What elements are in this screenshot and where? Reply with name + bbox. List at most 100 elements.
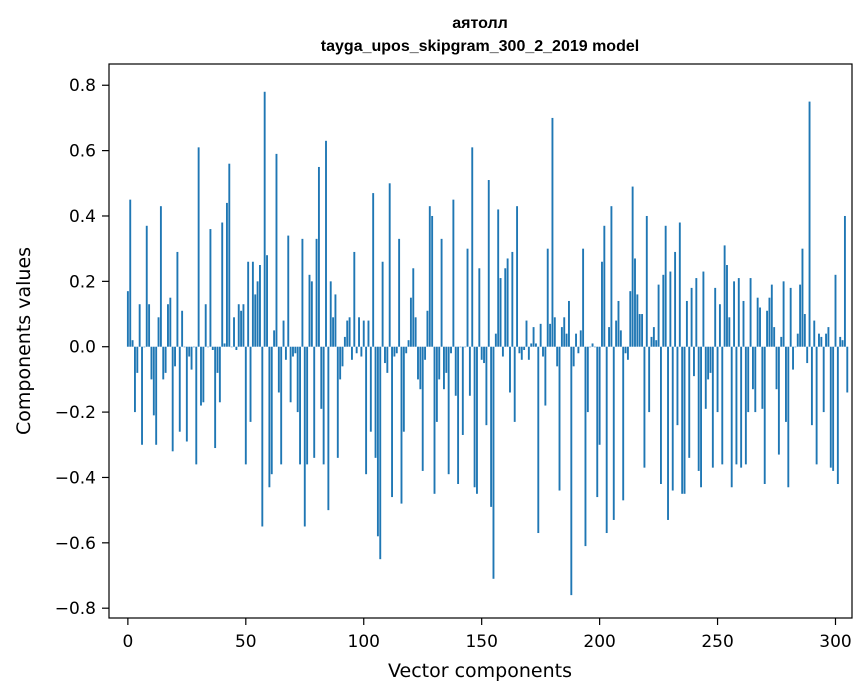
bar-209: [619, 330, 622, 347]
bar-247: [709, 346, 712, 373]
bar-185: [563, 317, 566, 347]
bar-243: [700, 346, 702, 488]
bar-228: [664, 225, 667, 347]
bar-294: [820, 336, 823, 347]
bar-127: [426, 310, 429, 347]
bar-222: [650, 336, 653, 347]
bar-172: [532, 327, 535, 347]
bar-292: [815, 346, 818, 465]
bar-263: [747, 346, 750, 413]
bar-200: [598, 346, 601, 445]
bar-13: [157, 317, 160, 347]
bar-38: [216, 346, 219, 373]
bar-28: [192, 346, 195, 348]
bar-8: [145, 225, 148, 347]
bar-0: [126, 291, 129, 347]
bar-139: [454, 346, 457, 396]
bar-215: [634, 258, 636, 347]
bar-211: [624, 346, 627, 354]
bar-20: [174, 346, 176, 367]
bar-212: [626, 346, 629, 360]
bar-191: [577, 346, 580, 354]
bar-17: [167, 304, 169, 347]
bar-115: [398, 238, 401, 347]
bar-293: [818, 333, 820, 347]
bar-5: [138, 304, 141, 347]
bar-229: [667, 346, 669, 520]
bar-105: [374, 346, 377, 458]
bar-79: [313, 346, 316, 458]
bar-177: [544, 346, 547, 406]
bar-19: [171, 346, 174, 452]
bar-242: [697, 346, 700, 471]
chart-title-line1: аятолл: [452, 15, 508, 32]
bar-3: [134, 346, 136, 413]
bar-102: [367, 320, 370, 347]
bar-273: [770, 284, 773, 347]
bar-183: [558, 346, 561, 491]
bar-160: [504, 268, 507, 347]
bar-9: [148, 304, 151, 347]
bar-96: [353, 251, 356, 347]
bar-63: [275, 153, 278, 347]
bar-299: [832, 346, 835, 471]
bar-145: [468, 346, 471, 396]
bar-233: [676, 346, 679, 426]
y-tick-label: −0.8: [55, 599, 96, 619]
y-tick-label: −0.4: [55, 468, 96, 488]
bar-53: [251, 261, 254, 347]
bar-49: [242, 304, 245, 347]
bar-285: [799, 284, 802, 347]
bar-37: [214, 346, 217, 449]
bar-279: [785, 346, 787, 422]
bar-55: [256, 281, 259, 347]
bar-221: [648, 346, 651, 413]
bar-161: [506, 258, 509, 347]
bar-107: [379, 346, 382, 560]
bar-235: [681, 346, 684, 494]
bar-138: [452, 199, 455, 347]
bar-186: [565, 333, 568, 347]
bar-45: [233, 317, 235, 347]
bar-197: [591, 343, 594, 347]
bar-210: [622, 346, 625, 501]
bar-77: [308, 274, 311, 347]
bar-44: [230, 346, 233, 348]
bar-270: [763, 346, 766, 484]
bar-298: [829, 346, 832, 468]
bar-167: [520, 346, 523, 360]
bar-249: [714, 287, 717, 347]
bar-227: [662, 274, 665, 347]
bar-232: [674, 251, 677, 347]
x-tick-label: 200: [583, 632, 615, 652]
bar-128: [428, 206, 431, 347]
bar-18: [169, 297, 172, 347]
bar-133: [440, 238, 443, 347]
bar-15: [162, 346, 165, 380]
bar-193: [582, 248, 585, 347]
bar-295: [822, 346, 825, 413]
bar-51: [247, 261, 250, 347]
bar-106: [376, 346, 379, 537]
bar-180: [551, 117, 554, 347]
bar-170: [527, 346, 530, 360]
bar-214: [631, 186, 634, 347]
y-tick-label: −0.6: [55, 534, 96, 554]
bar-122: [414, 317, 417, 347]
bar-101: [365, 346, 368, 475]
bar-25: [185, 346, 188, 442]
bar-236: [683, 346, 686, 494]
bar-26: [188, 346, 191, 357]
bar-65: [280, 346, 283, 465]
bar-281: [789, 287, 792, 347]
x-tick-label: 50: [235, 632, 257, 652]
bar-27: [190, 346, 193, 370]
bar-52: [249, 346, 252, 422]
bar-289: [808, 101, 811, 347]
bar-7: [143, 346, 146, 348]
bar-72: [296, 346, 299, 413]
bar-14: [159, 206, 162, 347]
bar-184: [560, 327, 563, 347]
y-tick-label: 0.6: [69, 142, 96, 162]
bar-179: [549, 323, 552, 347]
